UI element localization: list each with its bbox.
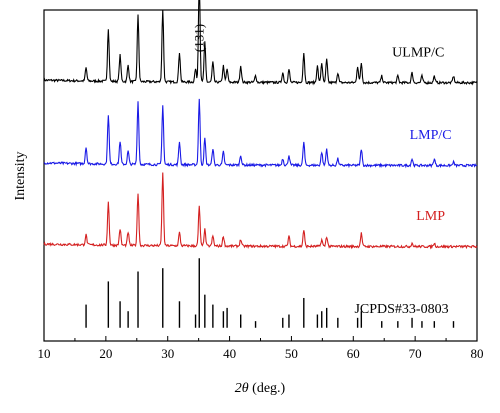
x-axis-label: 2θ (deg.) <box>235 381 286 396</box>
x-tick-label: 80 <box>471 346 484 361</box>
x-tick-label: 30 <box>161 346 174 361</box>
reference-label: JCPDS#33-0803 <box>354 302 448 317</box>
series-label: LMP <box>416 209 445 224</box>
x-tick-label: 70 <box>409 346 422 361</box>
series-line <box>43 172 478 250</box>
x-tick-label: 50 <box>285 346 298 361</box>
x-axis-ticks: 10 20 30 40 50 60 70 80 <box>38 336 484 361</box>
series-traces <box>43 0 478 250</box>
reference-lines <box>85 258 455 328</box>
peak-annotation: (131) <box>191 24 206 52</box>
x-tick-label: 10 <box>38 346 51 361</box>
series-label: ULMP/C <box>392 45 444 60</box>
x-tick-label: 60 <box>347 346 360 361</box>
y-axis-label: Intensity <box>13 152 28 201</box>
x-tick-label: 20 <box>99 346 112 361</box>
x-tick-label: 40 <box>223 346 236 361</box>
series-line <box>43 0 478 86</box>
x-axis-label-unit: (deg.) <box>249 381 286 396</box>
series-line <box>43 98 478 169</box>
x-axis-label-symbol: 2θ <box>235 381 249 396</box>
series-labels: ULMP/C LMP/C LMP JCPDS#33-0803 <box>354 45 451 317</box>
series-label: LMP/C <box>410 128 452 143</box>
